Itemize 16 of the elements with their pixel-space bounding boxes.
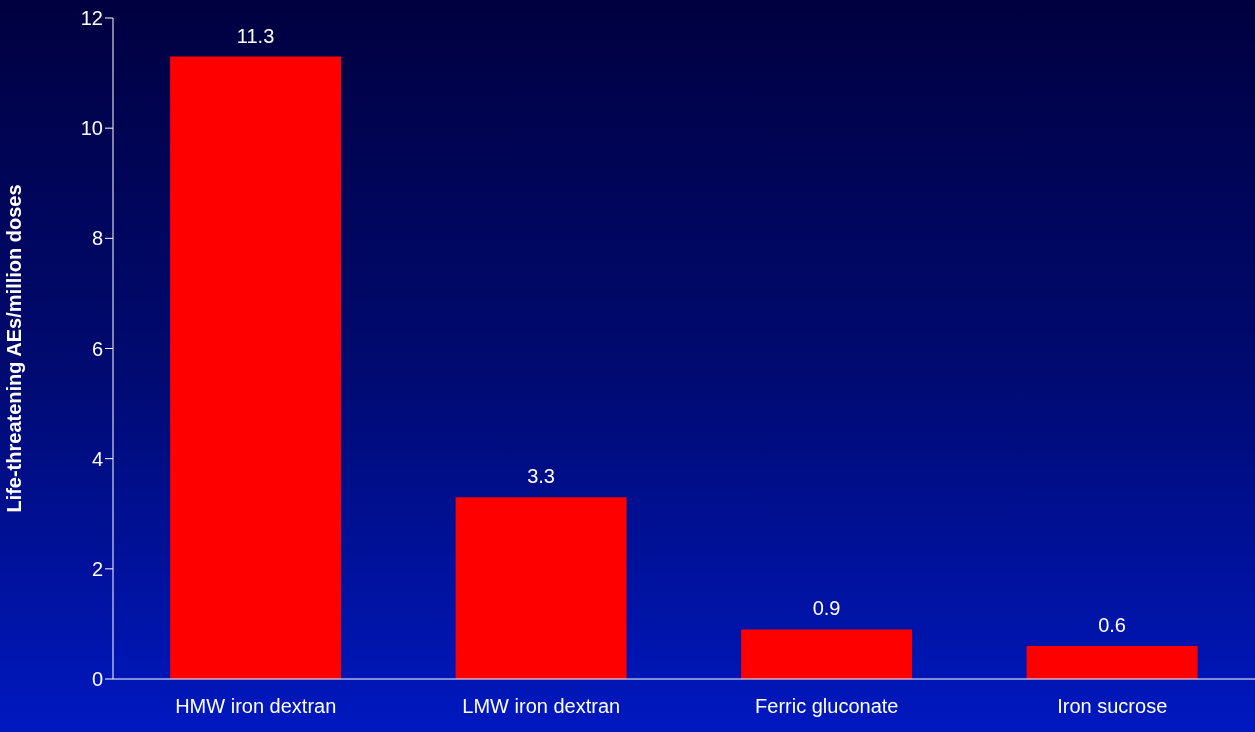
y-tick-label: 0 bbox=[91, 668, 103, 691]
y-tick-label: 10 bbox=[80, 117, 103, 140]
data-label: 0.9 bbox=[812, 597, 841, 620]
x-tick-label: Ferric gluconate bbox=[755, 695, 899, 718]
x-tick-label: LMW iron dextran bbox=[462, 695, 621, 718]
data-label: 11.3 bbox=[236, 24, 275, 47]
data-label: 3.3 bbox=[527, 465, 556, 488]
x-tick-label: HMW iron dextran bbox=[175, 695, 337, 718]
y-axis-title: Life-threatening AEs/million doses bbox=[3, 184, 26, 513]
y-tick-label: 6 bbox=[91, 337, 103, 360]
x-tick-label: Iron sucrose bbox=[1057, 695, 1168, 718]
y-tick-label: 12 bbox=[80, 7, 103, 30]
y-tick-label: 8 bbox=[91, 227, 103, 250]
y-tick-label: 2 bbox=[91, 557, 103, 580]
y-tick-label: 4 bbox=[91, 447, 103, 470]
data-label: 0.6 bbox=[1098, 613, 1127, 636]
